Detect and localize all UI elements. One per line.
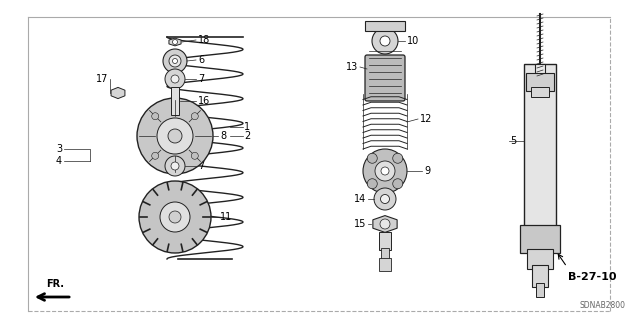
Circle shape <box>367 179 377 189</box>
Circle shape <box>374 188 396 210</box>
Text: 12: 12 <box>420 114 433 124</box>
Circle shape <box>393 179 403 189</box>
Polygon shape <box>111 87 125 99</box>
Circle shape <box>160 202 190 232</box>
Circle shape <box>157 118 193 154</box>
Text: 7: 7 <box>198 161 204 171</box>
Polygon shape <box>169 38 181 46</box>
FancyBboxPatch shape <box>365 55 405 101</box>
Circle shape <box>137 98 213 174</box>
Bar <box>532 265 548 287</box>
Text: 5: 5 <box>510 136 516 146</box>
Circle shape <box>168 129 182 143</box>
Circle shape <box>173 58 177 63</box>
Text: 7: 7 <box>198 74 204 84</box>
Bar <box>536 283 544 297</box>
Polygon shape <box>373 216 397 233</box>
Circle shape <box>152 113 159 120</box>
Text: SDNAB2800: SDNAB2800 <box>580 300 626 309</box>
Circle shape <box>152 152 159 159</box>
Bar <box>535 64 545 84</box>
Text: 2: 2 <box>244 131 250 141</box>
Text: 17: 17 <box>95 74 108 84</box>
Circle shape <box>139 181 211 253</box>
Bar <box>365 21 405 31</box>
Circle shape <box>381 195 390 204</box>
Bar <box>171 87 179 115</box>
Circle shape <box>191 113 198 120</box>
Circle shape <box>173 40 177 44</box>
Text: 4: 4 <box>56 156 62 166</box>
Circle shape <box>171 162 179 170</box>
Text: 3: 3 <box>56 144 62 154</box>
Text: 1: 1 <box>244 122 250 132</box>
Text: 14: 14 <box>354 194 366 204</box>
Text: 11: 11 <box>220 212 232 222</box>
Text: 13: 13 <box>346 62 358 72</box>
Bar <box>381 248 389 260</box>
Circle shape <box>169 211 181 223</box>
Text: FR.: FR. <box>46 279 64 289</box>
Circle shape <box>171 75 179 83</box>
Circle shape <box>375 161 395 181</box>
Bar <box>379 258 391 271</box>
Bar <box>526 73 554 91</box>
Text: 18: 18 <box>198 35 211 45</box>
Text: B-27-10: B-27-10 <box>568 272 616 282</box>
Text: 15: 15 <box>354 219 366 229</box>
Circle shape <box>363 149 407 193</box>
Circle shape <box>393 153 403 163</box>
Circle shape <box>381 167 389 175</box>
Bar <box>527 249 553 269</box>
Text: 6: 6 <box>198 55 204 65</box>
Circle shape <box>165 156 185 176</box>
Bar <box>379 232 391 250</box>
Circle shape <box>380 36 390 46</box>
Circle shape <box>372 28 398 54</box>
Text: 9: 9 <box>424 166 430 176</box>
Circle shape <box>163 49 187 73</box>
Circle shape <box>191 152 198 159</box>
Bar <box>520 225 560 253</box>
Bar <box>531 87 549 97</box>
Circle shape <box>165 69 185 89</box>
Text: 8: 8 <box>220 131 226 141</box>
Text: 10: 10 <box>407 36 419 46</box>
Circle shape <box>169 55 181 67</box>
Bar <box>524 64 556 229</box>
Text: 16: 16 <box>198 96 211 106</box>
Circle shape <box>367 153 377 163</box>
Circle shape <box>380 219 390 229</box>
